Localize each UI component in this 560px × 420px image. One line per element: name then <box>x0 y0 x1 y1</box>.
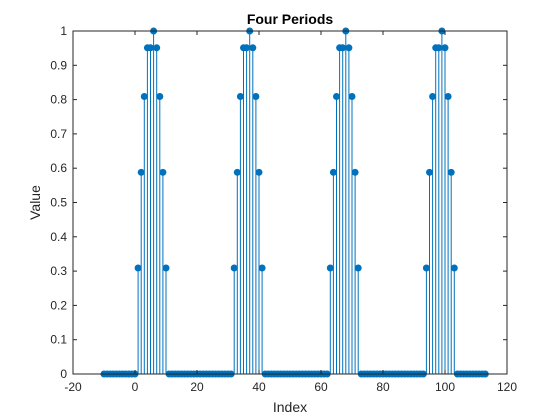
y-tick-label: 0 <box>60 367 67 381</box>
x-tick-label: 0 <box>132 380 139 394</box>
stem-point <box>233 168 241 176</box>
stem-point <box>134 264 142 272</box>
y-tick-label: 0.7 <box>50 127 67 141</box>
y-tick-label: 0.1 <box>50 333 67 347</box>
x-tick-label: 60 <box>314 380 328 394</box>
plot-area <box>73 31 507 374</box>
stem-point <box>351 168 359 176</box>
y-tick-label: 0.2 <box>50 298 67 312</box>
axes: -20 0 20 40 60 80 100 12000.10.20.30.40.50.60.7… <box>50 24 517 394</box>
stem-point <box>243 44 251 52</box>
stem-point <box>345 44 353 52</box>
stem-point <box>159 168 167 176</box>
x-tick-label: 120 <box>497 380 517 394</box>
y-tick-label: 0.9 <box>50 58 67 72</box>
stem-point <box>137 168 145 176</box>
stem-point <box>255 168 263 176</box>
stem-point <box>450 264 458 272</box>
stem-point <box>156 93 164 101</box>
stem-point <box>258 264 266 272</box>
stem-point <box>354 264 362 272</box>
stem-point <box>435 44 443 52</box>
stem-point <box>348 93 356 101</box>
stem-point <box>230 264 238 272</box>
x-tick-label: 40 <box>252 380 266 394</box>
stem-point <box>429 93 437 101</box>
stem-point <box>252 93 260 101</box>
chart-title: Four Periods <box>247 11 334 27</box>
stem-point <box>444 93 452 101</box>
stem-point <box>422 264 430 272</box>
stem-point <box>426 168 433 176</box>
y-tick-label: 0.4 <box>50 230 67 244</box>
stem-point <box>326 264 334 272</box>
stem-point <box>339 44 347 52</box>
x-tick-label: 20 <box>190 380 204 394</box>
stem-point <box>140 93 148 101</box>
x-axis-label: Index <box>273 399 307 415</box>
y-tick-label: 0.6 <box>50 161 67 175</box>
y-tick-label: 0.8 <box>50 93 67 107</box>
x-tick-label: -20 <box>64 380 82 394</box>
x-tick-label: 80 <box>376 380 390 394</box>
stem-point <box>447 168 455 176</box>
stem-point <box>441 44 449 52</box>
stem-point <box>162 264 170 272</box>
stem-point <box>249 44 257 52</box>
y-tick-label: 1 <box>60 24 67 38</box>
x-tick-label: 100 <box>435 380 455 394</box>
stem-point <box>236 93 244 101</box>
stem-point <box>153 44 161 52</box>
y-axis-label: Value <box>27 185 43 220</box>
y-tick-label: 0.5 <box>50 196 67 210</box>
y-tick-label: 0.3 <box>50 264 67 278</box>
stem-point <box>333 93 340 101</box>
stem-point <box>147 44 154 52</box>
stem-point <box>329 168 337 176</box>
